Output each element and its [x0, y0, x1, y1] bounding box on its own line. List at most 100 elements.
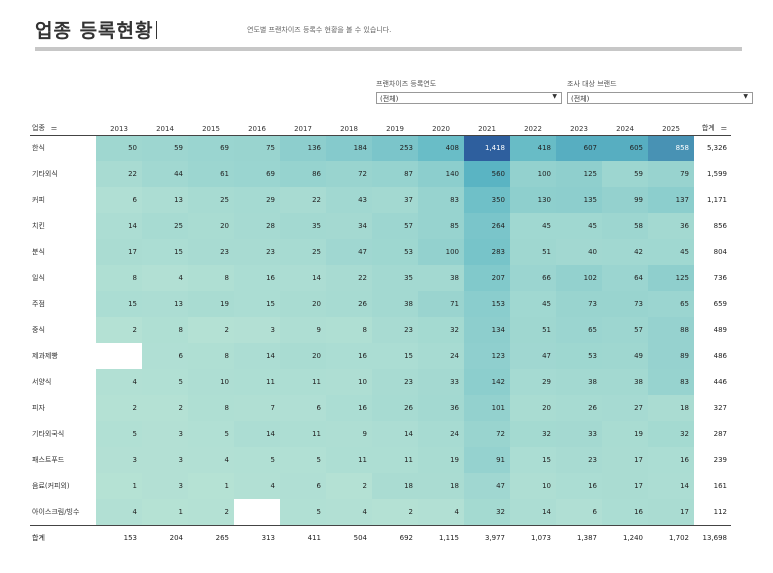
heatmap-cell[interactable]: 1 — [188, 473, 234, 499]
heatmap-cell[interactable]: 6 — [96, 187, 142, 213]
heatmap-cell[interactable]: 91 — [464, 447, 510, 473]
heatmap-cell[interactable]: 87 — [372, 161, 418, 187]
heatmap-cell[interactable]: 3 — [96, 447, 142, 473]
column-header-total[interactable]: 합계 ⚌ — [694, 118, 731, 136]
heatmap-cell[interactable]: 29 — [510, 369, 556, 395]
heatmap-cell[interactable]: 134 — [464, 317, 510, 343]
heatmap-cell[interactable]: 32 — [510, 421, 556, 447]
heatmap-cell[interactable]: 4 — [234, 473, 280, 499]
heatmap-cell[interactable]: 20 — [188, 213, 234, 239]
heatmap-cell[interactable]: 88 — [648, 317, 694, 343]
heatmap-cell[interactable]: 2 — [188, 317, 234, 343]
heatmap-cell[interactable]: 123 — [464, 343, 510, 369]
heatmap-cell[interactable]: 89 — [648, 343, 694, 369]
heatmap-cell[interactable]: 184 — [326, 135, 372, 161]
heatmap-cell[interactable]: 38 — [372, 291, 418, 317]
heatmap-cell[interactable]: 53 — [372, 239, 418, 265]
heatmap-cell[interactable]: 4 — [418, 499, 464, 525]
heatmap-cell[interactable]: 16 — [326, 343, 372, 369]
heatmap-cell[interactable]: 22 — [280, 187, 326, 213]
heatmap-cell[interactable]: 33 — [418, 369, 464, 395]
heatmap-cell[interactable]: 3 — [142, 473, 188, 499]
heatmap-cell[interactable]: 25 — [280, 239, 326, 265]
heatmap-cell[interactable]: 71 — [418, 291, 464, 317]
heatmap-cell[interactable]: 607 — [556, 135, 602, 161]
heatmap-cell[interactable]: 11 — [372, 447, 418, 473]
filter-target-brand-select[interactable]: (전체) ▼ — [567, 92, 753, 104]
heatmap-cell[interactable]: 16 — [648, 447, 694, 473]
heatmap-cell[interactable]: 25 — [142, 213, 188, 239]
heatmap-cell[interactable]: 7 — [234, 395, 280, 421]
heatmap-cell[interactable]: 23 — [188, 239, 234, 265]
heatmap-cell[interactable]: 32 — [648, 421, 694, 447]
heatmap-cell[interactable]: 14 — [234, 421, 280, 447]
heatmap-cell[interactable]: 75 — [234, 135, 280, 161]
heatmap-cell[interactable]: 58 — [602, 213, 648, 239]
heatmap-cell[interactable]: 125 — [556, 161, 602, 187]
heatmap-cell[interactable]: 47 — [510, 343, 556, 369]
heatmap-cell[interactable]: 16 — [556, 473, 602, 499]
heatmap-cell[interactable]: 23 — [234, 239, 280, 265]
heatmap-cell[interactable]: 47 — [464, 473, 510, 499]
heatmap-cell[interactable]: 35 — [372, 265, 418, 291]
heatmap-cell[interactable]: 6 — [280, 473, 326, 499]
heatmap-cell[interactable]: 38 — [556, 369, 602, 395]
heatmap-cell[interactable]: 65 — [556, 317, 602, 343]
heatmap-cell[interactable]: 1 — [142, 499, 188, 525]
heatmap-cell[interactable]: 3 — [142, 421, 188, 447]
heatmap-cell[interactable]: 13 — [142, 291, 188, 317]
heatmap-cell[interactable]: 9 — [280, 317, 326, 343]
heatmap-cell[interactable]: 101 — [464, 395, 510, 421]
heatmap-cell[interactable]: 32 — [418, 317, 464, 343]
heatmap-cell[interactable]: 29 — [234, 187, 280, 213]
heatmap-cell[interactable]: 5 — [142, 369, 188, 395]
heatmap-cell[interactable]: 2 — [142, 395, 188, 421]
heatmap-cell[interactable]: 61 — [188, 161, 234, 187]
heatmap-cell[interactable]: 1 — [96, 473, 142, 499]
heatmap-cell[interactable]: 18 — [418, 473, 464, 499]
heatmap-cell[interactable]: 5 — [188, 421, 234, 447]
heatmap-cell[interactable]: 283 — [464, 239, 510, 265]
heatmap-cell[interactable] — [234, 499, 280, 525]
heatmap-cell[interactable]: 40 — [556, 239, 602, 265]
heatmap-cell[interactable]: 2 — [96, 317, 142, 343]
heatmap-cell[interactable]: 38 — [602, 369, 648, 395]
heatmap-cell[interactable]: 20 — [510, 395, 556, 421]
heatmap-cell[interactable]: 25 — [188, 187, 234, 213]
heatmap-cell[interactable]: 36 — [418, 395, 464, 421]
heatmap-cell[interactable]: 17 — [96, 239, 142, 265]
heatmap-cell[interactable]: 83 — [418, 187, 464, 213]
heatmap-cell[interactable]: 9 — [326, 421, 372, 447]
heatmap-cell[interactable]: 26 — [372, 395, 418, 421]
heatmap-cell[interactable]: 10 — [188, 369, 234, 395]
heatmap-cell[interactable]: 350 — [464, 187, 510, 213]
heatmap-cell[interactable]: 136 — [280, 135, 326, 161]
heatmap-cell[interactable]: 3 — [234, 317, 280, 343]
heatmap-cell[interactable]: 11 — [280, 421, 326, 447]
heatmap-cell[interactable]: 253 — [372, 135, 418, 161]
heatmap-cell[interactable]: 8 — [188, 395, 234, 421]
heatmap-cell[interactable]: 130 — [510, 187, 556, 213]
heatmap-cell[interactable]: 20 — [280, 343, 326, 369]
heatmap-cell[interactable]: 18 — [372, 473, 418, 499]
heatmap-cell[interactable]: 17 — [602, 447, 648, 473]
heatmap-cell[interactable]: 26 — [326, 291, 372, 317]
heatmap-cell[interactable]: 100 — [510, 161, 556, 187]
heatmap-cell[interactable]: 86 — [280, 161, 326, 187]
heatmap-cell[interactable]: 153 — [464, 291, 510, 317]
heatmap-cell[interactable]: 140 — [418, 161, 464, 187]
heatmap-cell[interactable]: 6 — [556, 499, 602, 525]
heatmap-cell[interactable]: 66 — [510, 265, 556, 291]
heatmap-cell[interactable]: 418 — [510, 135, 556, 161]
heatmap-cell[interactable]: 15 — [142, 239, 188, 265]
heatmap-cell[interactable]: 22 — [96, 161, 142, 187]
heatmap-cell[interactable]: 99 — [602, 187, 648, 213]
heatmap-cell[interactable]: 2 — [326, 473, 372, 499]
heatmap-cell[interactable]: 4 — [326, 499, 372, 525]
heatmap-cell[interactable]: 17 — [648, 499, 694, 525]
sort-icon[interactable]: ⚌ — [720, 123, 727, 132]
heatmap-cell[interactable]: 6 — [280, 395, 326, 421]
heatmap-cell[interactable]: 8 — [142, 317, 188, 343]
heatmap-cell[interactable]: 5 — [280, 499, 326, 525]
heatmap-cell[interactable]: 4 — [96, 369, 142, 395]
